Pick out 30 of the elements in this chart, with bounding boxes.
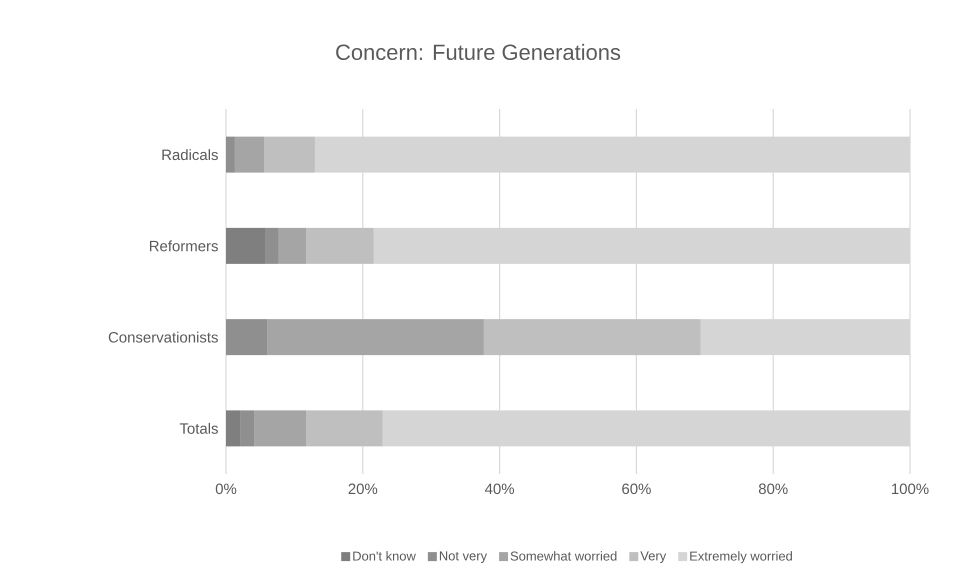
x-tick-label: 20% <box>348 484 378 494</box>
legend-label: Somewhat worried <box>510 551 616 561</box>
y-tick-label: Totals <box>180 422 218 434</box>
bar <box>306 410 383 446</box>
bar <box>226 319 268 356</box>
legend-label: Extremely worried <box>690 551 792 564</box>
bar <box>267 319 484 356</box>
y-tick-label: Reformers <box>150 240 218 252</box>
legend-label: Not very <box>440 551 488 564</box>
x-tick-label: 0% <box>216 484 236 494</box>
x-tick-label: 40% <box>485 484 514 494</box>
bar <box>226 136 235 173</box>
x-tick-label: 60% <box>622 484 651 494</box>
bar <box>264 136 315 173</box>
bar <box>306 228 374 264</box>
y-tick-label: Conservationists <box>108 332 218 343</box>
bar <box>484 319 701 356</box>
bar <box>226 410 240 446</box>
legend-label: Very <box>640 551 666 564</box>
bar <box>240 410 254 446</box>
x-tick-label: 100% <box>892 484 929 494</box>
chart-title: Concern: Future Generations <box>336 44 620 60</box>
x-tick-label: 80% <box>758 484 788 494</box>
legend-label: Don't know <box>353 551 416 561</box>
bar <box>226 228 265 264</box>
bar <box>278 228 306 264</box>
y-tick-label: Radicals <box>162 149 218 160</box>
bar <box>264 228 279 264</box>
bar <box>234 136 264 173</box>
bar <box>254 410 306 446</box>
